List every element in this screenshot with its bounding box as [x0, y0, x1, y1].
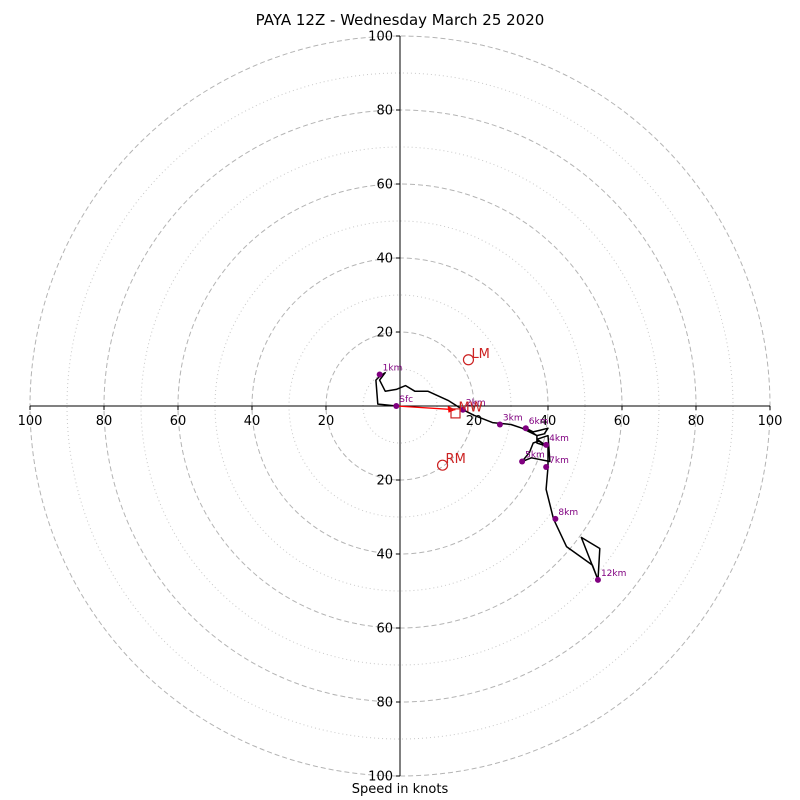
height-marker — [543, 464, 550, 471]
height-marker — [459, 406, 466, 413]
y-tick-label: 60 — [376, 178, 393, 193]
height-label: 3km — [503, 414, 523, 424]
height-label: 6km — [529, 417, 549, 427]
y-tick-label: 60 — [376, 622, 393, 637]
height-label: 12km — [601, 569, 626, 579]
y-tick-label: 20 — [376, 474, 393, 489]
height-marker — [393, 403, 400, 409]
y-tick-label: 100 — [368, 770, 393, 785]
x-tick-label: 40 — [244, 414, 261, 429]
x-tick-label: 60 — [614, 414, 631, 429]
x-tick-label: 60 — [170, 414, 187, 429]
storm-motion-marker — [462, 354, 475, 366]
y-tick-label: 40 — [376, 252, 393, 267]
storm-motion-marker — [450, 408, 461, 419]
storm-motion-label: MW — [459, 400, 483, 415]
x-tick-label: 20 — [318, 414, 335, 429]
y-tick-label: 100 — [368, 30, 393, 45]
chart-title: PAYA 12Z - Wednesday March 25 2020 — [255, 11, 545, 29]
height-marker — [496, 421, 503, 428]
hodograph-trace — [375, 371, 601, 581]
height-marker — [519, 458, 526, 465]
x-tick-label: 100 — [758, 414, 783, 429]
height-marker — [543, 441, 550, 448]
height-label: 5km — [525, 451, 545, 461]
x-tick-label: 20 — [466, 414, 483, 429]
height-marker — [552, 515, 559, 522]
x-tick-label: 80 — [688, 414, 705, 429]
height-label: 2km — [466, 399, 486, 409]
height-label: 4km — [549, 434, 569, 444]
y-tick-label: 80 — [376, 104, 393, 119]
height-marker — [522, 425, 529, 432]
height-label: 8km — [558, 508, 578, 518]
y-tick-label: 80 — [376, 696, 393, 711]
storm-motion-label: RM — [446, 452, 466, 467]
x-tick-label: 100 — [18, 414, 43, 429]
height-label: 1km — [383, 364, 403, 374]
x-tick-label: 40 — [540, 414, 557, 429]
storm-motion-label: LM — [471, 347, 489, 362]
shear-vector-line — [396, 405, 456, 411]
y-tick-label: 40 — [376, 548, 393, 563]
height-label: 7km — [549, 456, 569, 466]
x-tick-label: 80 — [96, 414, 113, 429]
height-label: Sfc — [399, 395, 413, 405]
y-tick-label: 20 — [376, 326, 393, 341]
storm-motion-marker — [436, 459, 449, 471]
height-marker — [376, 371, 383, 378]
height-marker — [594, 576, 601, 583]
x-axis-label: Speed in knots — [351, 782, 449, 797]
